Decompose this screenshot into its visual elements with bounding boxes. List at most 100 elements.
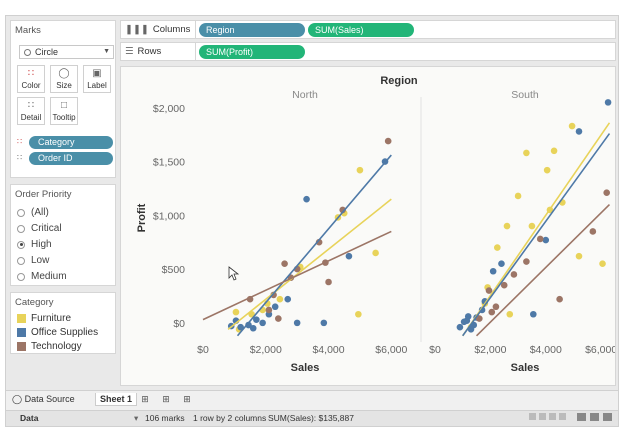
data-point: [498, 260, 505, 268]
y-tick-label: $2,000: [153, 103, 185, 115]
radio-icon: [17, 256, 25, 265]
legend-item-office-supplies[interactable]: Office Supplies: [17, 327, 98, 338]
list-view-icon[interactable]: [603, 413, 612, 421]
sheet-tab-bar: ◯ Data Source Sheet 1 ⊞ ⊞ ⊞: [6, 390, 618, 410]
data-point: [536, 235, 544, 243]
legend-label: Technology: [31, 341, 82, 352]
data-point: [259, 319, 266, 327]
option-label: Low: [31, 255, 50, 266]
data-point: [476, 315, 483, 322]
status-bar: Data ▾ 106 marks 1 row by 2 columns SUM(…: [6, 410, 618, 426]
data-point: [384, 137, 392, 145]
columns-shelf[interactable]: ❚❚❚ Columns Region SUM(Sales): [120, 20, 616, 39]
filter-option-high[interactable]: High: [17, 239, 52, 250]
order-priority-filter: Order Priority (All) Critical High Low M…: [10, 184, 116, 286]
x-tick-label: $2,000: [250, 344, 282, 356]
data-point: [339, 206, 346, 214]
database-icon: ◯: [12, 394, 25, 404]
legend-label: Office Supplies: [31, 327, 99, 338]
label-icon: ▣: [92, 68, 102, 79]
category-legend: Category Furniture Office Supplies Techn…: [10, 292, 116, 354]
data-point: [604, 99, 612, 106]
y-tick-label: $1,000: [153, 210, 185, 222]
detail-button-label: Detail: [20, 113, 42, 122]
legend-item-technology[interactable]: Technology: [17, 341, 82, 352]
data-point: [275, 315, 282, 322]
new-dashboard-icon[interactable]: ⊞: [162, 394, 170, 404]
new-worksheet-icon[interactable]: ⊞: [141, 394, 149, 404]
data-point: [488, 308, 496, 316]
sum-sales-pill[interactable]: SUM(Sales): [308, 23, 414, 37]
detail-button[interactable]: ∷ Detail: [17, 97, 45, 125]
swatch: [17, 328, 26, 337]
data-point: [320, 319, 328, 327]
marks-card: Marks Circle ▼ ∷ Color ◯ Size ▣ Label ∷ …: [10, 20, 116, 178]
option-label: Critical: [31, 223, 62, 234]
trend-line: [202, 230, 392, 321]
filmstrip-view-icon[interactable]: [590, 413, 599, 421]
cursor-icon: [228, 266, 240, 281]
sheet1-tab[interactable]: Sheet 1: [95, 393, 138, 406]
data-point: [492, 303, 500, 311]
color-button[interactable]: ∷ Color: [17, 65, 45, 93]
mark-type-dropdown[interactable]: Circle ▼: [19, 45, 114, 59]
circle-icon: [24, 48, 31, 56]
grid-view-icon[interactable]: [577, 413, 586, 421]
status-data-label: Data: [20, 413, 39, 423]
data-point: [270, 291, 277, 299]
region-pill[interactable]: Region: [199, 23, 305, 37]
scatter-chart[interactable]: Region North Sales $0 $2,000 $4,000 $6,000 Sout…: [121, 67, 617, 385]
data-point: [265, 306, 273, 314]
status-dims: 1 row by 2 columns: [193, 413, 267, 423]
data-point: [603, 189, 610, 197]
data-source-tab[interactable]: ◯ Data Source: [12, 394, 75, 405]
data-point: [355, 310, 362, 318]
filter-option-medium[interactable]: Medium: [17, 271, 67, 282]
data-point: [303, 195, 310, 203]
chart-title: Region: [380, 75, 418, 87]
rows-shelf[interactable]: ☰ Rows SUM(Profit): [120, 42, 616, 61]
data-point: [500, 281, 508, 289]
data-point: [356, 166, 364, 174]
chart-view[interactable]: Region North Sales $0 $2,000 $4,000 $6,000 Sout…: [120, 66, 617, 386]
first-page-icon[interactable]: [529, 413, 536, 420]
next-page-icon[interactable]: [549, 413, 556, 420]
data-point: [253, 316, 260, 323]
last-page-icon[interactable]: [559, 413, 566, 420]
legend-title: Category: [15, 297, 54, 308]
rows-icon: ☰: [125, 46, 134, 57]
order-id-detail-pill[interactable]: Order ID: [29, 152, 113, 165]
size-button[interactable]: ◯ Size: [50, 65, 78, 93]
new-story-icon[interactable]: ⊞: [183, 394, 191, 404]
filter-title: Order Priority: [15, 189, 72, 200]
x-tick-label: $2,000: [474, 344, 506, 356]
y-axis-title: Profit: [136, 203, 148, 232]
x-axis-title: Sales: [511, 362, 540, 374]
data-point: [510, 271, 518, 278]
data-point: [543, 166, 551, 174]
trend-line: [462, 122, 611, 337]
filter-option-all[interactable]: (All): [17, 207, 49, 218]
detail-dots-icon: ∷: [27, 100, 35, 111]
tooltip-button[interactable]: □ Tooltip: [50, 97, 78, 125]
status-sum: SUM(Sales): $135,887: [268, 413, 354, 423]
y-tick-label: $1,500: [153, 157, 185, 169]
mark-type-value: Circle: [35, 47, 59, 57]
legend-item-furniture[interactable]: Furniture: [17, 313, 71, 324]
category-color-pill[interactable]: Category: [29, 136, 113, 149]
datasource-chevron-icon[interactable]: ▾: [134, 413, 139, 423]
legend-label: Furniture: [31, 313, 72, 324]
columns-icon: ❚❚❚: [125, 24, 149, 35]
data-point: [523, 258, 530, 265]
y-tick-label: $0: [173, 318, 185, 330]
data-point: [494, 244, 501, 251]
sum-profit-pill[interactable]: SUM(Profit): [199, 45, 305, 59]
option-label: High: [31, 239, 52, 250]
filter-option-low[interactable]: Low: [17, 255, 49, 266]
prev-page-icon[interactable]: [539, 413, 546, 420]
label-button[interactable]: ▣ Label: [83, 65, 111, 93]
radio-icon: [17, 272, 25, 281]
x-tick-label: $6,000: [585, 344, 615, 356]
data-point: [514, 192, 522, 200]
filter-option-critical[interactable]: Critical: [17, 223, 62, 234]
